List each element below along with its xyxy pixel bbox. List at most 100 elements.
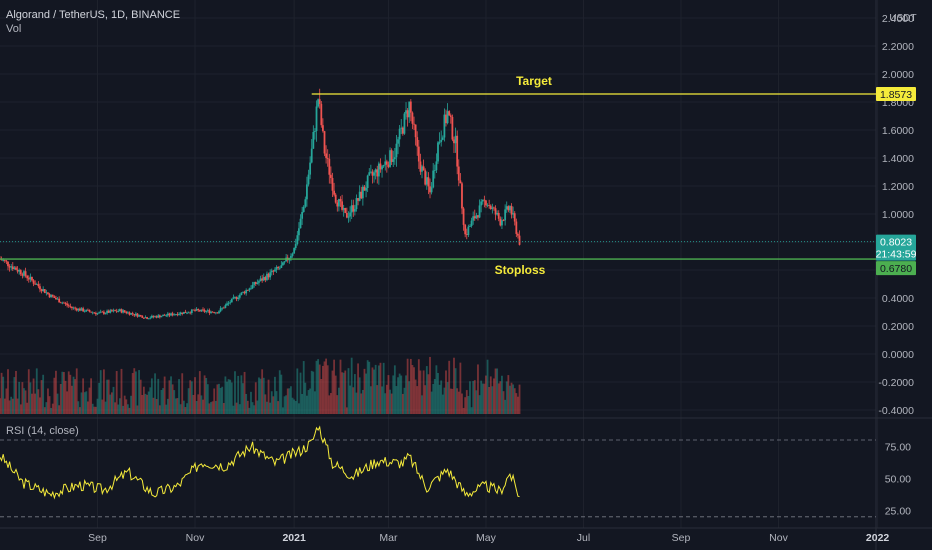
candle-body: [440, 139, 443, 142]
volume-bar: [417, 359, 420, 414]
candle-body: [181, 312, 184, 314]
volume-bar: [216, 384, 219, 414]
volume-bar: [128, 407, 131, 414]
candle-body: [269, 272, 272, 278]
candle-body: [74, 307, 77, 309]
candle-body: [381, 166, 383, 170]
volume-bar: [214, 400, 217, 414]
volume-bar: [267, 379, 270, 414]
volume-bar: [457, 391, 460, 414]
volume-bar: [481, 383, 484, 414]
candle-body: [221, 307, 224, 309]
volume-bar: [389, 389, 391, 414]
volume-bar: [16, 398, 19, 414]
candle-body: [373, 172, 375, 176]
candle-body: [491, 207, 494, 209]
candle-body: [389, 150, 391, 167]
candle-body: [131, 313, 134, 315]
candle-body: [250, 288, 252, 290]
candle-body: [374, 169, 377, 173]
volume-bar: [269, 402, 272, 414]
candle-body: [274, 269, 276, 272]
volume-bar: [393, 365, 396, 414]
candle-body: [178, 314, 180, 316]
candle-body: [363, 186, 366, 191]
candle-body: [432, 170, 435, 188]
volume-bar: [472, 381, 475, 414]
candle-body: [502, 220, 505, 222]
stoploss-price-badge-text: 0.6780: [880, 263, 912, 275]
candle-body: [256, 282, 259, 284]
volume-bar: [58, 405, 61, 414]
volume-bar: [419, 370, 422, 414]
time-tick-label: Mar: [379, 532, 398, 544]
candle-body: [138, 315, 140, 317]
candle-body: [417, 146, 420, 162]
volume-bar: [355, 392, 358, 414]
volume-bar: [115, 371, 118, 414]
candle-body: [462, 208, 465, 225]
volume-bar: [130, 395, 132, 414]
candle-body: [429, 186, 431, 193]
candle-body: [387, 164, 390, 167]
volume-bar: [467, 395, 470, 414]
stoploss-price-badge: 0.6780: [876, 261, 916, 276]
candle-body: [246, 290, 249, 291]
volume-bar: [34, 393, 37, 414]
volume-bar: [277, 401, 280, 414]
volume-bar: [509, 385, 511, 414]
volume-bar: [222, 403, 225, 414]
candle-body: [168, 313, 171, 316]
candle-body: [290, 255, 292, 258]
volume-bar: [259, 378, 262, 414]
volume-bar: [178, 379, 180, 414]
volume-bar: [18, 381, 21, 414]
volume-bar: [77, 401, 80, 414]
volume-bar: [314, 391, 316, 414]
volume-bar: [363, 368, 366, 414]
candle-body: [103, 311, 105, 314]
candle-body: [243, 291, 246, 294]
volume-bar: [80, 392, 83, 414]
volume-bar: [353, 374, 356, 414]
volume-bar: [483, 383, 486, 414]
volume-bar: [96, 398, 99, 414]
candle-body: [203, 309, 206, 312]
candle-body: [66, 303, 69, 306]
candle-body: [214, 312, 217, 314]
volume-bar: [118, 398, 121, 414]
candle-body: [37, 284, 40, 287]
candle-body: [58, 298, 61, 303]
volume-bar: [270, 391, 273, 414]
volume-bar: [345, 407, 348, 414]
candle-body: [493, 207, 495, 209]
volume-bar: [262, 377, 265, 414]
volume-bar: [518, 384, 521, 414]
volume-bar: [134, 371, 137, 414]
volume-bar: [280, 374, 283, 414]
candle-body: [176, 314, 179, 316]
volume-bar: [387, 375, 390, 414]
volume-bar: [50, 407, 53, 414]
candle-body: [29, 276, 32, 280]
volume-bar: [430, 391, 433, 414]
volume-bar: [445, 370, 447, 414]
volume-bar: [179, 404, 182, 414]
candle-body: [505, 206, 508, 210]
volume-bar: [293, 399, 296, 414]
volume-bar: [368, 361, 371, 414]
volume-bar: [358, 377, 361, 414]
candle-body: [112, 310, 115, 312]
price-tick-label: 1.0000: [882, 209, 914, 221]
candle-body: [371, 171, 374, 176]
volume-bar: [390, 393, 393, 414]
price-tick-label: 2.0000: [882, 69, 914, 81]
candle-body: [83, 311, 86, 313]
candle-body: [213, 312, 216, 313]
candle-body: [448, 111, 451, 116]
price-tick-label: 0.0000: [882, 349, 914, 361]
candle-body: [234, 296, 236, 298]
volume-bar: [125, 399, 128, 414]
candle-body: [99, 311, 102, 313]
